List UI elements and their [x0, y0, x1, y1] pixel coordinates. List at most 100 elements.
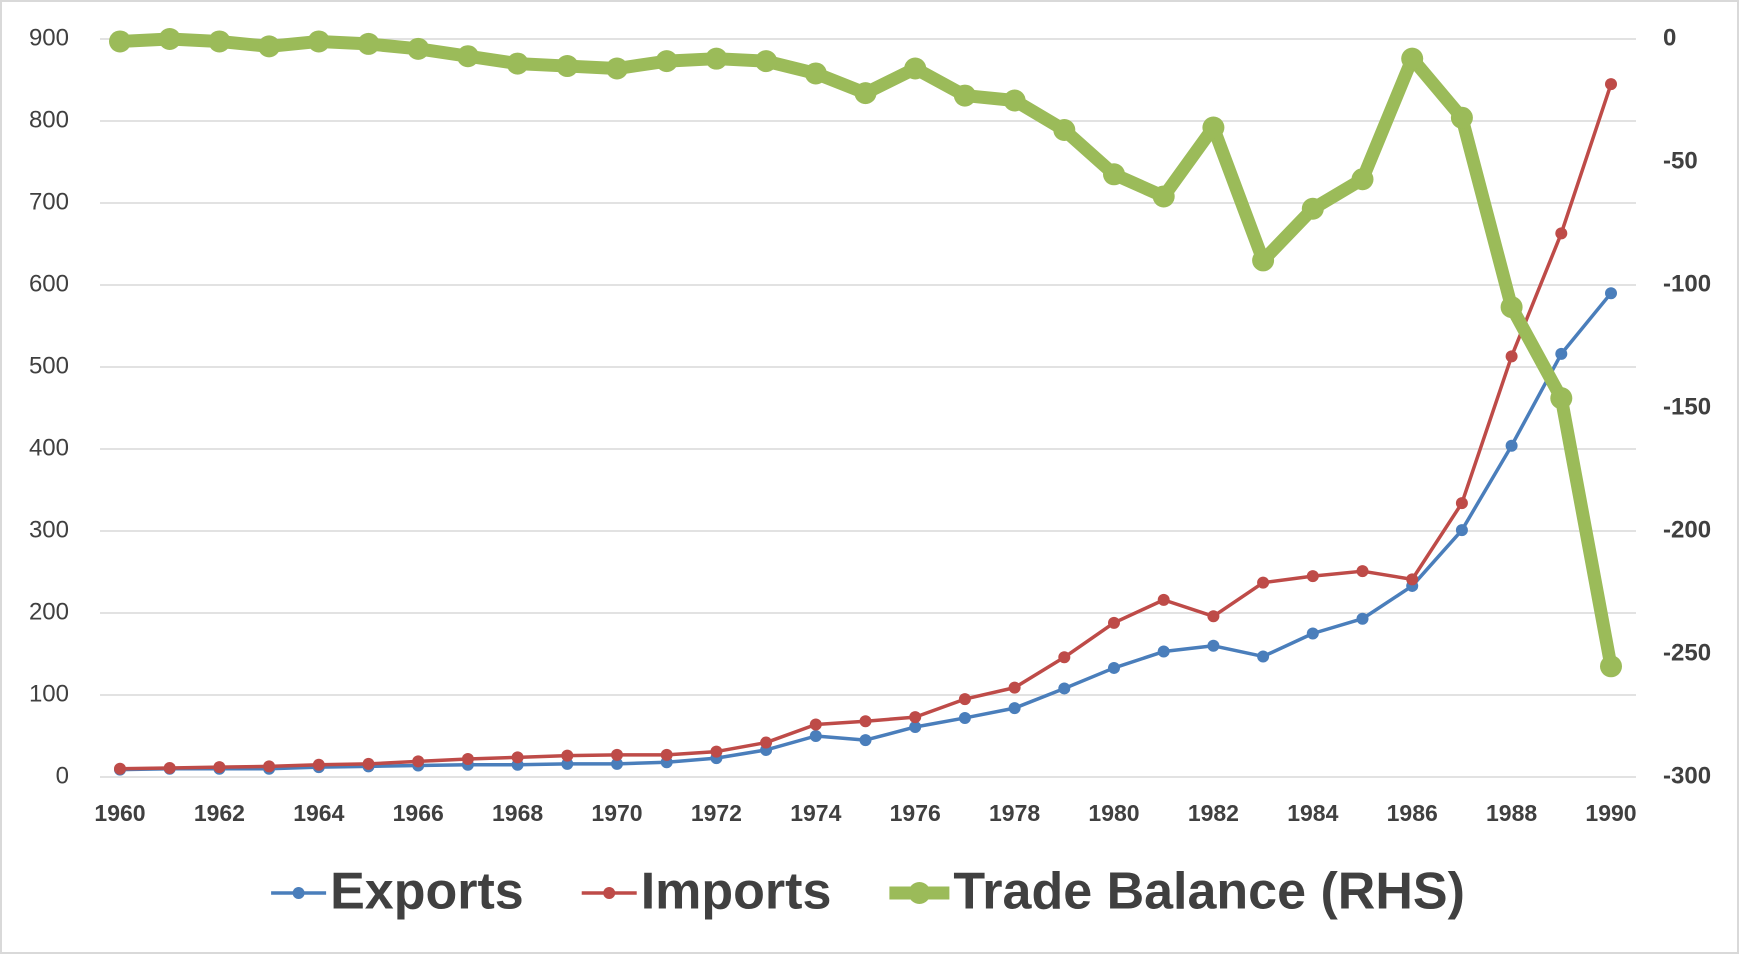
point: [611, 748, 623, 761]
y-tick-label: 900: [29, 24, 69, 51]
y-tick-label: 700: [29, 188, 69, 215]
point: [611, 757, 623, 770]
point: [958, 711, 971, 724]
point: [1605, 78, 1617, 91]
y-tick-label: 100: [29, 680, 69, 707]
point: [710, 745, 723, 758]
legend-marker: [292, 887, 305, 899]
point: [1008, 702, 1021, 715]
y-tick-label: 800: [29, 106, 69, 133]
point: [1455, 524, 1468, 537]
point: [1406, 573, 1419, 586]
y-tick-label: 300: [29, 516, 69, 543]
x-tick-label: 1988: [1486, 800, 1537, 826]
point: [1157, 593, 1170, 606]
legend: Exports Imports Trade Balance (RHS): [271, 863, 1465, 921]
point: [1306, 570, 1319, 583]
point: [1103, 163, 1125, 186]
y2-tick-label: 0: [1663, 24, 1676, 51]
point: [1207, 639, 1220, 652]
point: [655, 50, 678, 73]
point: [456, 45, 479, 68]
point: [1605, 287, 1617, 300]
y2-tick-label: -50: [1663, 147, 1698, 174]
point: [804, 62, 827, 85]
point: [1108, 661, 1120, 674]
x-tick-label: 1970: [591, 800, 642, 826]
point: [1555, 347, 1568, 360]
point: [909, 711, 922, 724]
point: [263, 760, 276, 773]
point: [1450, 106, 1473, 129]
point: [307, 30, 330, 53]
point: [1252, 249, 1275, 272]
point: [1008, 681, 1021, 694]
y-tick-label: 400: [29, 434, 69, 461]
x-tick-label: 1986: [1387, 800, 1438, 826]
y-tick-label: 600: [29, 270, 69, 297]
point: [859, 715, 872, 728]
legend-label: Trade Balance (RHS): [953, 863, 1465, 921]
point: [1301, 197, 1324, 220]
point: [357, 32, 380, 55]
legend-label: Exports: [330, 863, 524, 921]
point: [561, 757, 574, 770]
point: [660, 748, 673, 761]
x-tick-label: 1976: [890, 800, 941, 826]
point: [1505, 439, 1518, 452]
point: [705, 47, 728, 70]
point: [1003, 89, 1026, 112]
x-tick-label: 1966: [393, 800, 444, 826]
point: [809, 718, 822, 731]
point: [1356, 612, 1369, 625]
x-tick-label: 1974: [790, 800, 841, 826]
point: [904, 57, 927, 80]
point: [1351, 168, 1374, 191]
point: [412, 755, 425, 768]
y2-tick-label: -250: [1663, 639, 1711, 666]
point: [1207, 610, 1220, 623]
x-tick-label: 1968: [492, 800, 543, 826]
point: [158, 28, 181, 50]
point: [1455, 497, 1468, 510]
point: [1202, 116, 1225, 139]
point: [859, 734, 872, 747]
legend-label: Imports: [641, 863, 832, 921]
point: [854, 82, 877, 105]
x-tick-label: 1984: [1287, 800, 1338, 826]
x-tick-label: 1982: [1188, 800, 1239, 826]
y2-tick-label: -200: [1663, 516, 1711, 543]
y-tick-label: 500: [29, 352, 69, 379]
point: [163, 761, 176, 774]
point: [1401, 47, 1424, 70]
x-tick-label: 1972: [691, 800, 742, 826]
point: [1108, 616, 1120, 629]
y2-tick-label: -150: [1663, 393, 1711, 420]
point: [958, 693, 971, 706]
point: [606, 57, 628, 80]
point: [1152, 185, 1175, 208]
point: [407, 37, 430, 60]
point: [109, 30, 131, 53]
point: [909, 720, 922, 733]
legend-marker: [908, 882, 931, 904]
point: [556, 55, 579, 78]
point: [1356, 565, 1369, 578]
point: [362, 757, 375, 770]
point: [1257, 650, 1270, 663]
point: [1306, 627, 1319, 640]
point: [114, 762, 126, 775]
point: [312, 758, 325, 771]
point: [258, 35, 281, 58]
point: [1058, 651, 1071, 664]
point: [1500, 296, 1523, 319]
point: [1505, 350, 1518, 363]
x-tick-label: 1978: [989, 800, 1040, 826]
point: [1600, 655, 1622, 678]
y-tick-label: 200: [29, 598, 69, 625]
x-tick-label: 1990: [1585, 800, 1636, 826]
x-tick-label: 1980: [1088, 800, 1139, 826]
point: [213, 761, 226, 774]
